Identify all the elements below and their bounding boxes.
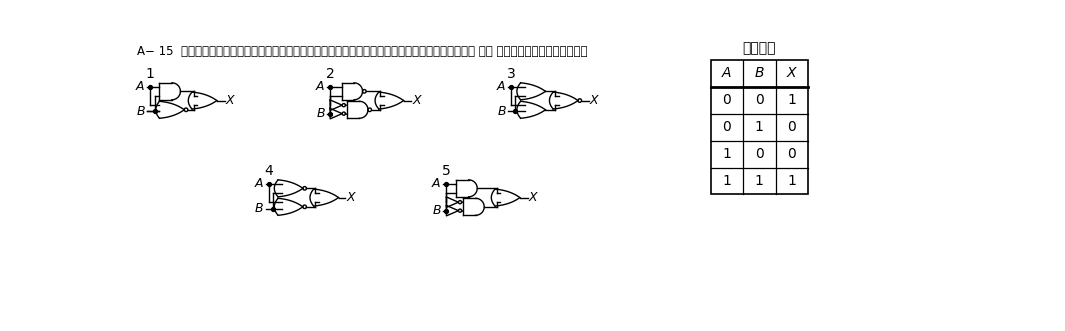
- Text: $B$: $B$: [497, 105, 507, 118]
- Text: 0: 0: [722, 93, 732, 107]
- Text: $A$: $A$: [135, 80, 146, 93]
- Text: $A$: $A$: [253, 177, 264, 190]
- Text: 0: 0: [787, 120, 797, 134]
- Text: 真理値表: 真理値表: [742, 41, 776, 55]
- Bar: [710, 60, 808, 195]
- Text: 2: 2: [326, 67, 334, 80]
- Text: 1: 1: [755, 120, 764, 134]
- Text: 1: 1: [787, 93, 797, 107]
- Text: $B$: $B$: [135, 105, 146, 118]
- Text: 1: 1: [755, 174, 764, 188]
- Text: $B$: $B$: [315, 107, 325, 120]
- Text: $X$: $X$: [226, 94, 236, 107]
- Text: $A$: $A$: [496, 80, 507, 93]
- Text: $\it{A}$: $\it{A}$: [721, 66, 733, 80]
- Text: $A$: $A$: [431, 177, 442, 190]
- Text: 1: 1: [787, 174, 797, 188]
- Text: $X$: $X$: [528, 191, 540, 204]
- Text: $B$: $B$: [255, 202, 264, 215]
- Text: 3: 3: [507, 67, 515, 80]
- Text: $B$: $B$: [431, 204, 442, 217]
- Text: 0: 0: [755, 93, 764, 107]
- Text: $X$: $X$: [589, 94, 601, 107]
- Text: $\it{B}$: $\it{B}$: [754, 66, 765, 80]
- Text: 4: 4: [264, 164, 273, 177]
- Text: 0: 0: [787, 147, 797, 161]
- Text: 5: 5: [442, 164, 452, 177]
- Text: A− 15  次に示す真理値表と異なる動作をする論理回路を下の番号から選べ。ただし、正論理とし、Ａ 及び Ｂを入力、Ｘを出力とする。: A− 15 次に示す真理値表と異なる動作をする論理回路を下の番号から選べ。ただし…: [137, 45, 588, 58]
- Text: 1: 1: [146, 67, 154, 80]
- Text: $A$: $A$: [315, 80, 325, 93]
- Text: $X$: $X$: [412, 94, 424, 107]
- Text: $\it{X}$: $\it{X}$: [786, 66, 798, 80]
- Text: 1: 1: [722, 174, 732, 188]
- Text: 1: 1: [722, 147, 732, 161]
- Text: 0: 0: [722, 120, 732, 134]
- Text: 0: 0: [755, 147, 764, 161]
- Text: $X$: $X$: [346, 191, 358, 204]
